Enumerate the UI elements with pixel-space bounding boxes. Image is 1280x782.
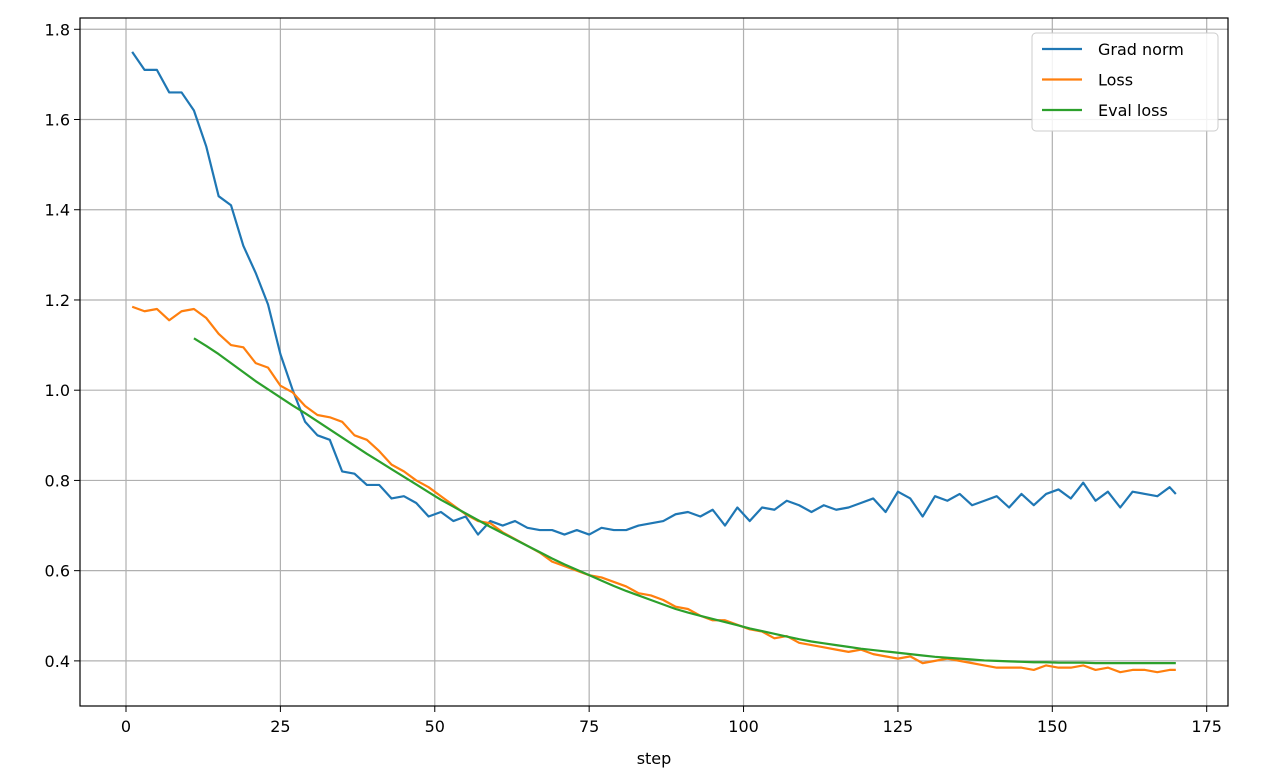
y-tick-label: 0.8	[45, 471, 70, 490]
legend-box	[1031, 32, 1219, 132]
legend-label: Eval loss	[1098, 101, 1168, 120]
legend-label: Loss	[1098, 71, 1133, 90]
x-tick-label: 150	[1037, 717, 1068, 736]
plot-frame	[79, 17, 1229, 707]
x-tick-label: 175	[1191, 717, 1222, 736]
series-line	[193, 337, 1176, 665]
x-tick-label: 25	[270, 717, 290, 736]
y-tick-label: 1.6	[45, 111, 70, 130]
x-tick-label: 50	[425, 717, 445, 736]
x-tick-label: 75	[579, 717, 599, 736]
y-tick-label: 1.0	[45, 381, 70, 400]
x-axis-label: step	[637, 749, 672, 768]
y-tick-label: 0.4	[45, 652, 70, 671]
x-tick-label: 100	[728, 717, 759, 736]
series-line	[131, 305, 1176, 674]
y-tick-label: 1.4	[45, 201, 70, 220]
x-tick-label: 0	[121, 717, 131, 736]
y-tick-label: 1.8	[45, 20, 70, 39]
legend-label: Grad norm	[1098, 40, 1184, 59]
x-tick-label: 125	[883, 717, 914, 736]
series-line	[131, 51, 1177, 536]
y-tick-label: 0.6	[45, 562, 70, 581]
y-tick-label: 1.2	[45, 291, 70, 310]
